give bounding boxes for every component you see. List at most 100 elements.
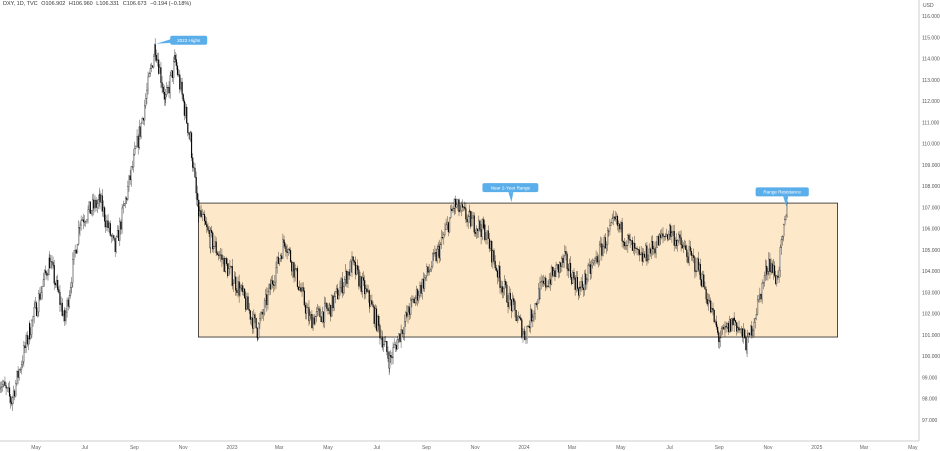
candle-body	[285, 246, 287, 252]
candle-body	[660, 234, 662, 238]
candle-body	[213, 246, 215, 250]
candle-body	[661, 233, 663, 238]
candle-body	[347, 271, 349, 284]
candle-body	[446, 222, 448, 225]
candle-body	[113, 235, 115, 239]
candle-body	[312, 317, 314, 329]
candle-body	[75, 249, 77, 254]
candle-body	[560, 262, 562, 267]
candle-body	[578, 288, 580, 296]
candle-body	[332, 295, 334, 309]
candle-body	[268, 284, 270, 292]
candle-body	[737, 327, 739, 332]
ohlc-header: DXY, 1D, TVC O106.902 H106.960 L106.331 …	[3, 1, 193, 7]
candle-body	[486, 230, 488, 240]
candle-body	[160, 67, 162, 83]
candle-body	[223, 258, 225, 272]
candle-body	[671, 232, 673, 237]
candle-body	[247, 296, 249, 310]
candle-body	[532, 316, 534, 322]
candle-body	[369, 302, 371, 307]
candle-body	[123, 203, 125, 207]
candle-body	[479, 220, 481, 230]
candle-body	[562, 257, 564, 263]
candle-body	[548, 279, 550, 287]
candle-body	[594, 257, 596, 261]
candle-body	[482, 219, 484, 229]
candle-body	[18, 369, 20, 378]
candle-body	[186, 106, 188, 124]
candle-body	[176, 65, 179, 75]
candle-body	[485, 238, 487, 240]
candle-body	[607, 230, 609, 245]
candle-body	[677, 240, 679, 246]
candle-body	[569, 263, 572, 278]
candle-body	[596, 256, 598, 263]
candle-body	[121, 207, 123, 230]
candle-body	[688, 246, 690, 263]
candle-body	[118, 230, 120, 241]
candle-body	[741, 328, 744, 338]
candle-body	[780, 239, 782, 248]
candle-body	[130, 166, 132, 181]
candle-body	[249, 310, 251, 320]
candle-body	[579, 287, 581, 289]
candle-body	[205, 220, 207, 225]
candle-body	[304, 304, 307, 314]
candle-body	[225, 258, 228, 264]
candle-body	[68, 295, 70, 307]
candle-body	[86, 219, 88, 222]
candle-body	[106, 220, 108, 228]
candle-body	[715, 321, 718, 328]
candle-body	[87, 209, 89, 220]
symbol-label[interactable]: DXY, 1D, TVC	[3, 1, 38, 7]
candle-body	[501, 286, 503, 293]
candle-body	[339, 287, 341, 296]
candle-body	[392, 347, 394, 359]
candle-body	[776, 275, 778, 284]
y-tick-label: 105.000	[922, 248, 940, 254]
candle-body	[116, 230, 119, 237]
candle-body	[313, 317, 315, 325]
candle-body	[616, 216, 619, 226]
candle-body	[261, 311, 263, 315]
candle-body	[199, 210, 201, 216]
candle-body	[182, 94, 184, 102]
candle-body	[37, 311, 39, 316]
candle-body	[778, 270, 780, 278]
candle-body	[114, 240, 116, 252]
candle-body	[512, 298, 514, 312]
candle-body	[301, 287, 303, 292]
candle-body	[227, 263, 229, 276]
candle-body	[516, 320, 518, 321]
candle-body	[40, 292, 42, 300]
candle-body	[259, 318, 261, 324]
candle-body	[533, 313, 535, 318]
candle-body	[727, 323, 729, 333]
candle-body	[739, 329, 741, 331]
candle-body	[90, 210, 93, 214]
candle-body	[473, 215, 475, 233]
candle-body	[435, 252, 437, 262]
candle-body	[763, 275, 766, 283]
candle-body	[499, 277, 501, 288]
candle-body	[403, 321, 406, 334]
candle-body	[603, 237, 605, 247]
candle-body	[475, 228, 478, 234]
candle-body	[303, 290, 305, 306]
candle-body	[122, 205, 124, 209]
candle-body	[367, 290, 369, 292]
candle-body	[35, 302, 38, 316]
y-tick-label: 102.000	[922, 312, 940, 318]
candle-body	[524, 330, 526, 340]
candle-body	[377, 315, 379, 331]
candle-body	[277, 256, 279, 264]
candle-body	[120, 221, 122, 230]
candle-body	[489, 241, 492, 249]
candle-body	[743, 329, 745, 338]
candle-body	[466, 219, 468, 223]
candle-body	[633, 243, 635, 251]
candle-body	[610, 222, 612, 226]
candle-body	[390, 355, 392, 357]
